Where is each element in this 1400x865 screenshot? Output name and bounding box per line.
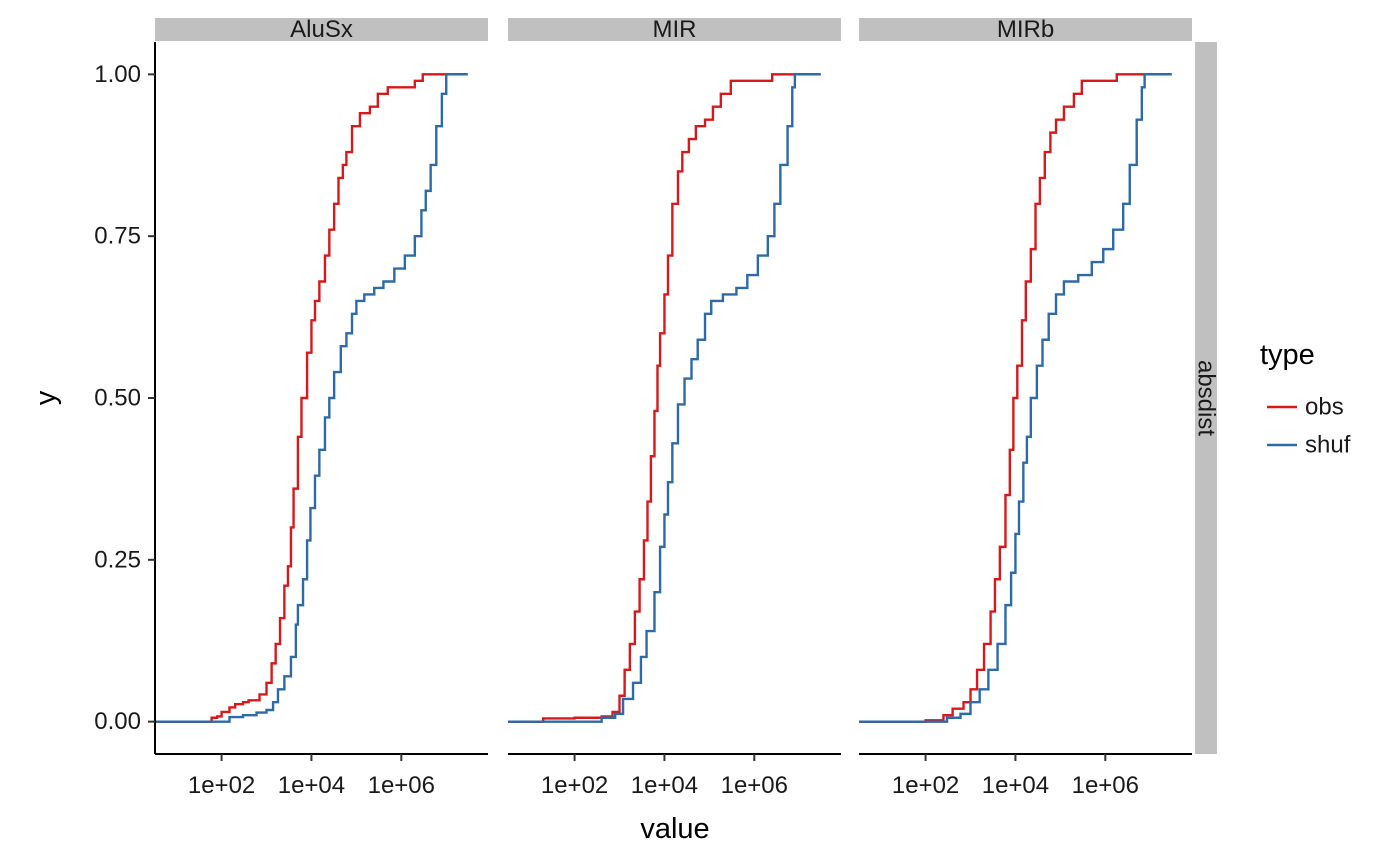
panels-layer: AluSx 1e+02 1e+04 1e+06 0.00 0.25 0.50 0.75 1.00… [94,16,1192,799]
panel-mirb: MIRb 1e+02 1e+04 1e+06 [859,16,1192,799]
series-line-obs [859,73,1172,723]
row-strip-label: absdist [1193,360,1220,436]
x-tick-label: 1e+04 [631,772,698,799]
x-tick-label: 1e+02 [188,772,255,799]
legend-label-shuf: shuf [1305,432,1351,459]
x-tick-label: 1e+06 [721,772,788,799]
x-axis-title: value [640,813,709,845]
row-strip-background [1195,42,1217,754]
y-tick-label: 0.75 [94,223,141,250]
series-line-shuf [859,73,1172,723]
legend: type obs shuf [1260,339,1351,459]
y-tick-label: 1.00 [94,61,141,88]
series-line-obs [155,73,468,723]
y-tick-label: 0.00 [94,708,141,735]
panel-strip-background [508,18,841,41]
y-tick-label: 0.50 [94,385,141,412]
panel-alusx: AluSx 1e+02 1e+04 1e+06 0.00 0.25 0.50 0.75 1.00 [94,16,488,799]
x-tick-label: 1e+06 [368,772,435,799]
legend-entry-obs: obs [1267,394,1344,421]
y-axis-title: y [30,390,62,405]
row-strip-layer: absdist [1193,42,1220,754]
legend-label-obs: obs [1305,394,1344,421]
panel-mir: MIR 1e+02 1e+04 1e+06 [508,16,841,799]
legend-title: type [1260,339,1315,371]
x-tick-label: 1e+02 [892,772,959,799]
series-line-shuf [508,73,821,723]
x-tick-label: 1e+04 [278,772,345,799]
panel-strip-background [859,18,1192,41]
x-tick-label: 1e+02 [541,772,608,799]
x-tick-label: 1e+04 [982,772,1049,799]
panel-strip-label: AluSx [290,16,353,43]
legend-entry-shuf: shuf [1267,432,1351,459]
panel-strip-background [155,18,488,41]
x-tick-label: 1e+06 [1072,772,1139,799]
panel-strip-label: MIRb [997,16,1054,43]
series-line-shuf [155,73,468,723]
series-line-obs [508,73,821,723]
panel-strip-label: MIR [653,16,697,43]
y-tick-label: 0.25 [94,546,141,573]
